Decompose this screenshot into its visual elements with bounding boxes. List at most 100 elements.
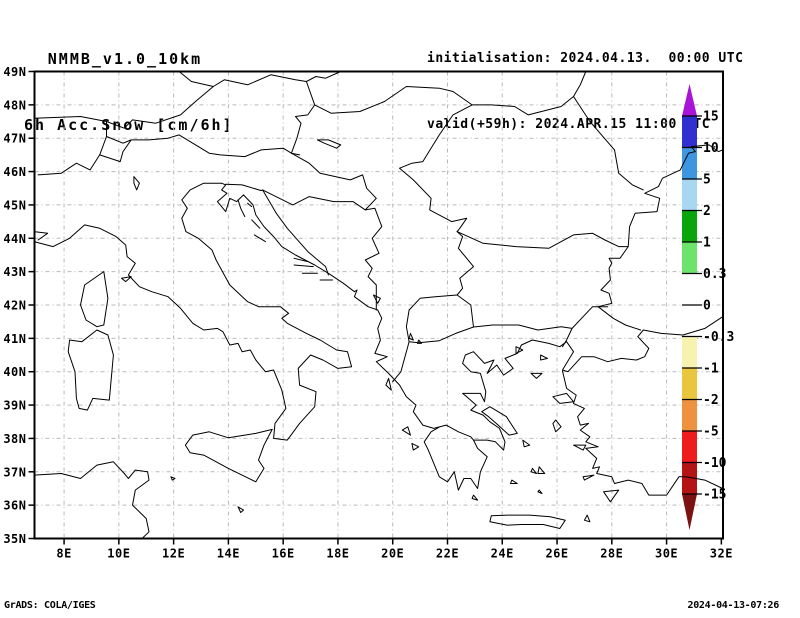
colorbar-segment (682, 273, 697, 305)
coastline (489, 514, 566, 529)
country-border (364, 207, 383, 311)
coastline (33, 182, 353, 441)
colorbar-tick-label: -5 (703, 425, 719, 440)
colorbar-segment (682, 399, 697, 431)
model-name-label: NMMB_v1.0_10km (47, 50, 203, 68)
lat-axis-label: 46N (3, 165, 26, 179)
colorbar-tick-label: 0 (703, 299, 711, 314)
colorbar-tick-label: 10 (703, 141, 719, 156)
lon-axis-label: 32E (710, 547, 733, 561)
coastline (247, 202, 253, 208)
colorbar-segment (682, 210, 697, 242)
coastline (552, 419, 562, 433)
coastline (530, 372, 543, 379)
country-border (262, 189, 329, 276)
colorbar-tick-label: -1 (703, 362, 719, 377)
lat-axis-label: 49N (3, 65, 26, 79)
lake (373, 294, 381, 304)
lat-axis-label: 48N (3, 98, 26, 112)
colorbar-tick-label: 5 (703, 173, 711, 188)
coastline (603, 489, 620, 503)
coastline (597, 144, 724, 331)
coastline (216, 182, 488, 491)
country-border (408, 326, 474, 344)
colorbar-tick-label: 0.3 (703, 267, 726, 282)
country-border (473, 324, 573, 348)
country-border (106, 121, 301, 158)
lon-axis-label: 10E (107, 547, 130, 561)
country-border (290, 81, 316, 154)
lat-axis-label: 41N (3, 332, 26, 346)
lake (408, 332, 414, 341)
init-time-label: initialisation: 2024.04.13. 00:00 UTC (427, 51, 744, 66)
country-border (456, 294, 474, 328)
coastline (253, 234, 266, 243)
coastline (462, 316, 724, 451)
lat-axis-label: 42N (3, 299, 26, 313)
lake (416, 339, 422, 344)
colorbar-tick-label: -15 (703, 488, 726, 503)
coastline (582, 474, 595, 481)
colorbar-segment (682, 305, 697, 337)
coastline (562, 370, 724, 496)
lon-axis-label: 20E (381, 547, 404, 561)
lon-axis-label: 22E (436, 547, 459, 561)
lake (316, 139, 342, 149)
colorbar-segment (682, 242, 697, 274)
colorbar-segment (682, 462, 697, 494)
country-border (33, 231, 49, 241)
colorbar-segment (682, 179, 697, 211)
coastline (237, 506, 244, 513)
coastline (251, 219, 261, 229)
lat-axis-label: 38N (3, 432, 26, 446)
lon-axis-label: 18E (326, 547, 349, 561)
coastline (67, 329, 114, 411)
colorbar-tick-label: 2 (703, 204, 711, 219)
colorbar-top-arrow (682, 84, 697, 116)
lat-axis-label: 43N (3, 265, 26, 279)
coastline (170, 476, 176, 481)
coastline (510, 479, 518, 484)
lon-axis-label: 30E (655, 547, 678, 561)
country-border (178, 71, 342, 87)
colorbar-bottom-arrow (682, 494, 697, 530)
colorbar-tick-label: -0.3 (703, 330, 734, 345)
country-border (37, 136, 107, 176)
country-border (456, 231, 474, 296)
colorbar-tick-label: -10 (703, 456, 727, 471)
country-border (405, 309, 410, 343)
country-border (392, 341, 410, 383)
coastline (537, 489, 543, 494)
coastline (411, 442, 420, 451)
colorbar-tick-label: -2 (703, 393, 719, 408)
coastline (573, 444, 587, 451)
country-border (314, 86, 473, 114)
lon-axis-label: 26E (545, 547, 568, 561)
lon-axis-label: 8E (56, 547, 71, 561)
coastline (184, 428, 273, 483)
lat-axis-label: 40N (3, 365, 26, 379)
lat-axis-label: 44N (3, 232, 26, 246)
lon-axis-label: 14E (217, 547, 240, 561)
lon-axis-label: 24E (491, 547, 514, 561)
coastline (471, 494, 479, 501)
country-border (571, 306, 609, 329)
country-border (408, 294, 458, 311)
coastline (515, 346, 524, 354)
valid-time-label: valid(+59h): 2024.APR.15 11:00 UTC (427, 117, 711, 132)
country-border (456, 231, 629, 249)
colorbar-segment (682, 147, 697, 179)
lat-axis-label: 47N (3, 132, 26, 146)
country-border (573, 96, 644, 191)
coastline (80, 271, 109, 328)
colorbar-segment (682, 368, 697, 400)
field-name-label: 6h Acc.Snow [cm/6h] (24, 116, 234, 134)
title-block: NMMB_v1.0_10km 6h Acc.Snow [cm/6h] (24, 4, 234, 180)
grads-credit-label: GrADS: COLA/IGES (4, 600, 96, 611)
coastline (121, 276, 132, 283)
coastline (293, 264, 314, 268)
lat-axis-label: 35N (3, 532, 26, 546)
lat-axis-label: 37N (3, 465, 26, 479)
